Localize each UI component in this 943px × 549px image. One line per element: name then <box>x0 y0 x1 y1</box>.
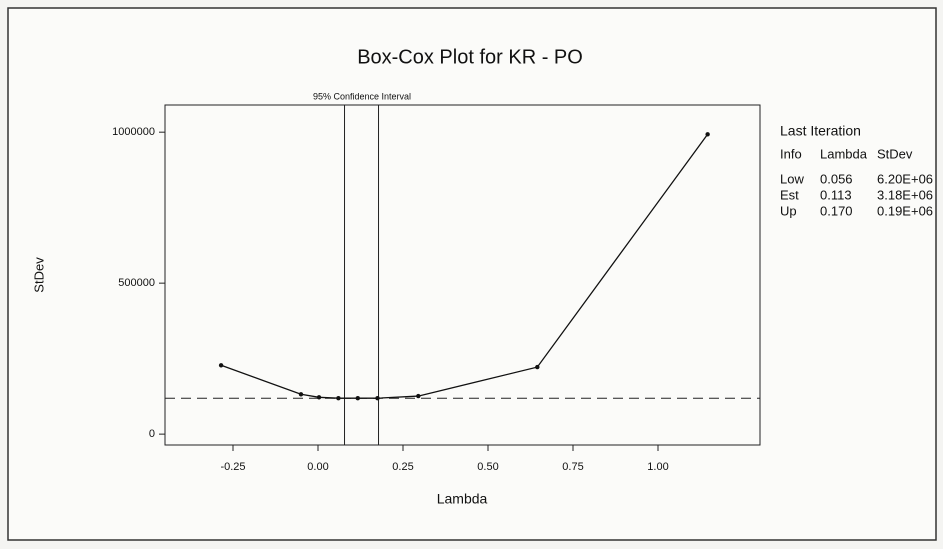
info-cell: 6.20E+06 <box>877 171 933 186</box>
data-point <box>416 393 421 399</box>
info-cell: Up <box>780 203 797 218</box>
info-header: StDev <box>877 146 913 161</box>
info-cell: 3.18E+06 <box>877 187 933 202</box>
data-point <box>298 392 304 397</box>
info-cell: Low <box>780 171 804 186</box>
y-axis-label: StDev <box>31 257 46 293</box>
x-axis-label: Lambda <box>437 491 488 507</box>
data-point <box>535 364 540 370</box>
annotation: 95% Confidence Interval <box>313 91 411 101</box>
info-cell: 0.19E+06 <box>877 203 933 218</box>
info-title: Last Iteration <box>780 123 861 139</box>
plot-area <box>164 104 761 446</box>
info-cell: Est <box>780 187 799 202</box>
x-tick-label: -0.25 <box>220 461 245 473</box>
y-tick-label: 500000 <box>118 277 155 289</box>
info-cell: 0.056 <box>820 171 853 186</box>
data-point <box>218 363 224 368</box>
frame <box>7 7 937 541</box>
info-cell: 0.113 <box>820 187 852 202</box>
info-header: Info <box>780 146 802 161</box>
x-tick-label: 0.75 <box>562 461 583 473</box>
data-point <box>705 132 710 137</box>
x-tick-label: 0.50 <box>477 461 498 473</box>
y-tick-label: 1000000 <box>112 126 155 138</box>
data-point <box>336 395 341 401</box>
x-tick-label: 0.25 <box>392 461 413 473</box>
x-tick-label: 1.00 <box>647 461 668 473</box>
chart-title: Box-Cox Plot for KR - PO <box>357 46 583 68</box>
data-point <box>375 395 380 401</box>
info-cell: 0.170 <box>820 203 853 218</box>
data-point <box>355 395 360 401</box>
y-tick-label: 0 <box>149 428 155 440</box>
x-tick-label: 0.00 <box>307 461 328 473</box>
info-header: Lambda <box>820 146 868 161</box>
data-point <box>316 395 322 400</box>
